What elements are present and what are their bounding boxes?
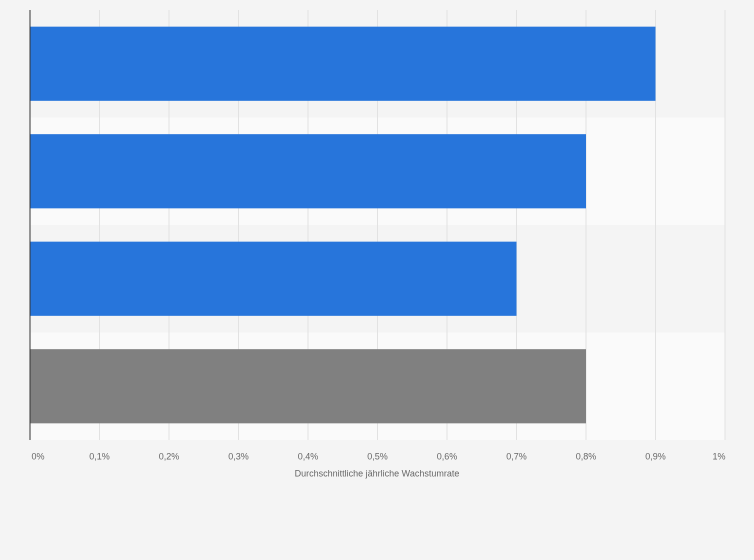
x-tick-label: 0,5% — [367, 451, 388, 461]
x-tick-label: 1% — [712, 451, 725, 461]
x-tick-label: 0,6% — [437, 451, 458, 461]
x-axis-label: Durchschnittliche jährliche Wachstumrate — [295, 468, 460, 478]
x-tick-label: 0,2% — [159, 451, 180, 461]
bar — [30, 26, 656, 101]
x-tick-label: 0,3% — [228, 451, 249, 461]
x-tick-label: 0,4% — [298, 451, 319, 461]
x-tick-label: 0,9% — [645, 451, 666, 461]
x-tick-label: 0% — [31, 451, 44, 461]
x-tick-label: 0,8% — [576, 451, 597, 461]
bar — [30, 241, 517, 316]
bar — [30, 134, 586, 209]
x-tick-label: 0,1% — [89, 451, 110, 461]
x-tick-label: 0,7% — [506, 451, 527, 461]
bar — [30, 349, 586, 424]
